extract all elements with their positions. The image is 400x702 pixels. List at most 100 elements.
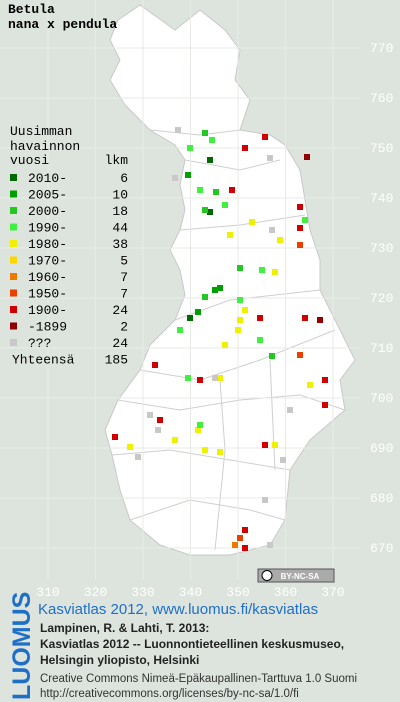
observation-dot <box>147 412 153 418</box>
observation-dot <box>127 444 133 450</box>
x-tick-label: 370 <box>321 585 344 600</box>
observation-dot <box>155 427 161 433</box>
legend-label: ??? <box>28 336 51 351</box>
observation-dot <box>259 267 265 273</box>
credit-link[interactable]: Kasviatlas 2012, www.luomus.fi/kasviatla… <box>38 601 318 618</box>
observation-dot <box>297 204 303 210</box>
x-tick-label: 350 <box>226 585 249 600</box>
legend-total: 185 <box>105 353 128 368</box>
observation-dot <box>257 315 263 321</box>
y-tick-label: 750 <box>370 141 393 156</box>
legend-count: 7 <box>120 270 128 285</box>
observation-dot <box>280 457 286 463</box>
legend-label: 1900- <box>28 303 67 318</box>
legend-count: 38 <box>112 237 128 252</box>
observation-dot <box>177 327 183 333</box>
y-tick-label: 690 <box>370 441 393 456</box>
observation-dot <box>267 542 273 548</box>
legend-count: 5 <box>120 254 128 269</box>
y-tick-label: 760 <box>370 91 393 106</box>
observation-dot <box>304 154 310 160</box>
legend-label: -1899 <box>28 320 67 335</box>
observation-dot <box>232 542 238 548</box>
y-tick-label: 740 <box>370 191 393 206</box>
title: Betula <box>8 2 55 17</box>
region-borders <box>111 129 346 551</box>
y-tick-label: 710 <box>370 341 393 356</box>
observation-dot <box>209 137 215 143</box>
observation-dot <box>322 377 328 383</box>
observation-dot <box>297 225 303 231</box>
observation-dot <box>197 422 203 428</box>
x-tick-label: 320 <box>84 585 107 600</box>
observation-dot <box>195 309 201 315</box>
observation-dot <box>242 145 248 151</box>
legend: 2010- 6 2005- 10 2000- 18 1990- 44 1980- 38 1970- 5… <box>10 171 128 368</box>
y-tick-label: 670 <box>370 541 393 556</box>
legend-heading: Uusimman <box>10 124 72 139</box>
y-tick-label: 700 <box>370 391 393 406</box>
license-line[interactable]: http://creativecommons.org/licenses/by-n… <box>40 688 299 700</box>
x-tick-label: 360 <box>274 585 297 600</box>
observation-dot <box>262 134 268 140</box>
observation-dot <box>175 127 181 133</box>
legend-count: 18 <box>112 204 128 219</box>
legend-swatch <box>10 256 17 264</box>
legend-swatch <box>10 190 17 198</box>
legend-swatch <box>10 306 17 313</box>
legend-count: 6 <box>120 171 128 186</box>
observation-dot <box>202 447 208 453</box>
legend-label: 1950- <box>28 287 67 302</box>
observation-dot <box>237 297 243 303</box>
observation-dot <box>302 315 308 321</box>
legend-label: 1970- <box>28 254 67 269</box>
observation-dot <box>237 317 243 323</box>
observation-dot <box>207 157 213 163</box>
legend-heading: havainnon <box>10 139 80 154</box>
legend-column: vuosi <box>10 153 49 168</box>
legend-swatch <box>10 322 17 330</box>
observation-dot <box>222 202 228 208</box>
observation-dot <box>235 327 241 333</box>
license-line: Creative Commons Nimeä-Epäkaupallinen-Ta… <box>40 673 357 685</box>
observation-dot <box>297 242 303 248</box>
legend-column: lkm <box>105 153 129 168</box>
observation-dot <box>213 189 219 195</box>
x-tick-label: 330 <box>131 585 154 600</box>
x-tick-label: 340 <box>179 585 202 600</box>
observation-dot <box>272 442 278 448</box>
observation-dot <box>237 535 243 541</box>
observation-dot <box>237 265 243 271</box>
observation-dot <box>217 375 223 381</box>
legend-count: 10 <box>112 188 128 203</box>
observation-dot <box>262 497 268 503</box>
observation-dots <box>112 127 328 551</box>
observation-dot <box>157 417 163 423</box>
observation-dot <box>297 352 303 358</box>
legend-label: 2000- <box>28 204 67 219</box>
observation-dot <box>152 362 158 368</box>
observation-dot <box>212 375 218 381</box>
observation-dot <box>302 217 308 223</box>
legend-swatch <box>10 339 17 346</box>
credit-line: Kasviatlas 2012 -- Luonnontieteellinen k… <box>40 637 344 651</box>
observation-dot <box>262 442 268 448</box>
observation-dot <box>269 353 275 359</box>
legend-swatch <box>10 289 17 297</box>
observation-dot <box>217 285 223 291</box>
observation-dot <box>197 187 203 193</box>
observation-dot <box>249 219 255 225</box>
legend-label: 1990- <box>28 221 67 236</box>
subtitle: nana x pendula <box>8 17 117 32</box>
legend-swatch <box>10 207 17 214</box>
observation-dot <box>307 382 313 388</box>
observation-dot <box>222 342 228 348</box>
credit-line: Helsingin yliopisto, Helsinki <box>40 653 199 667</box>
y-tick-label: 770 <box>370 41 393 56</box>
observation-dot <box>112 434 118 440</box>
legend-swatch <box>10 174 17 181</box>
observation-dot <box>242 545 248 551</box>
observation-dot <box>277 237 283 243</box>
observation-dot <box>187 315 193 321</box>
